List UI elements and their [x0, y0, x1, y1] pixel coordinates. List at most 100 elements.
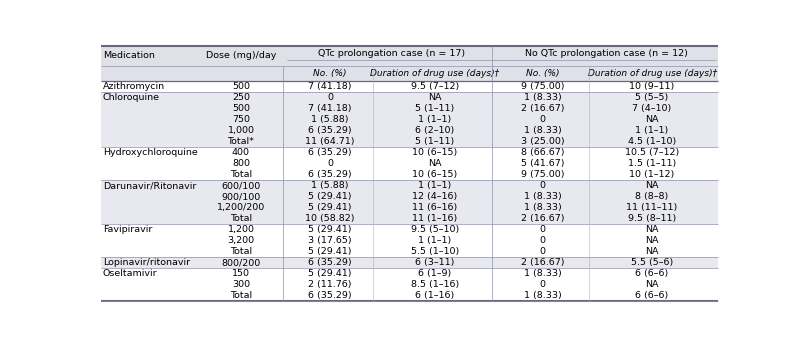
- Text: 0: 0: [539, 236, 546, 245]
- Text: Chloroquine: Chloroquine: [103, 93, 160, 102]
- Text: 600/100: 600/100: [221, 181, 260, 190]
- Text: 1 (8.33): 1 (8.33): [523, 291, 561, 300]
- Text: 0: 0: [539, 225, 546, 234]
- Text: 6 (35.29): 6 (35.29): [308, 126, 352, 135]
- Text: Lopinavir/ritonavir: Lopinavir/ritonavir: [103, 258, 190, 267]
- Text: 6 (6–6): 6 (6–6): [635, 291, 669, 300]
- Text: 1 (8.33): 1 (8.33): [523, 192, 561, 201]
- Text: Total: Total: [230, 247, 252, 256]
- Text: 1 (8.33): 1 (8.33): [523, 126, 561, 135]
- Text: 7 (4–10): 7 (4–10): [633, 104, 672, 113]
- Bar: [101, 257, 718, 268]
- Text: 3,200: 3,200: [228, 236, 255, 245]
- Text: NA: NA: [428, 93, 441, 102]
- Text: 9.5 (8–11): 9.5 (8–11): [628, 214, 676, 223]
- Text: 1,200/200: 1,200/200: [217, 203, 265, 212]
- Text: 3 (25.00): 3 (25.00): [521, 137, 564, 146]
- Text: 11 (64.71): 11 (64.71): [305, 137, 355, 146]
- Text: 5 (41.67): 5 (41.67): [521, 159, 564, 168]
- Text: 10 (9–11): 10 (9–11): [630, 82, 674, 91]
- Text: 1,200: 1,200: [228, 225, 254, 234]
- Text: 1 (8.33): 1 (8.33): [523, 93, 561, 102]
- Text: 0: 0: [327, 159, 333, 168]
- Text: Total: Total: [230, 170, 252, 179]
- Text: 4.5 (1–10): 4.5 (1–10): [628, 137, 676, 146]
- Text: 0: 0: [539, 181, 546, 190]
- Text: Total: Total: [230, 214, 252, 223]
- Text: 6 (1–16): 6 (1–16): [415, 291, 455, 300]
- Text: 8.5 (1–16): 8.5 (1–16): [411, 280, 459, 289]
- Text: 6 (2–10): 6 (2–10): [415, 126, 455, 135]
- Text: 1,000: 1,000: [228, 126, 254, 135]
- Text: No QTc prolongation case (n = 12): No QTc prolongation case (n = 12): [525, 49, 688, 58]
- Text: 5 (29.41): 5 (29.41): [308, 203, 352, 212]
- Text: 6 (1–9): 6 (1–9): [418, 269, 451, 278]
- Text: 7 (41.18): 7 (41.18): [308, 82, 352, 91]
- Text: NA: NA: [428, 159, 441, 168]
- Text: 8 (66.67): 8 (66.67): [521, 148, 564, 157]
- Text: 0: 0: [539, 115, 546, 124]
- Text: QTc prolongation case (n = 17): QTc prolongation case (n = 17): [319, 49, 466, 58]
- Text: 250: 250: [232, 93, 250, 102]
- Text: Duration of drug use (days)†: Duration of drug use (days)†: [370, 69, 499, 78]
- Text: No. (%): No. (%): [526, 69, 559, 78]
- Text: 1 (1–1): 1 (1–1): [418, 236, 451, 245]
- Text: 1 (1–1): 1 (1–1): [635, 126, 669, 135]
- Text: Total*: Total*: [228, 137, 254, 146]
- Text: 6 (35.29): 6 (35.29): [308, 291, 352, 300]
- Text: 1 (1–1): 1 (1–1): [418, 115, 451, 124]
- Text: 10 (6–15): 10 (6–15): [412, 148, 457, 157]
- Bar: [101, 213, 718, 224]
- Text: 10 (6–15): 10 (6–15): [412, 170, 457, 179]
- Text: 5 (1–11): 5 (1–11): [415, 104, 455, 113]
- Text: 0: 0: [327, 93, 333, 102]
- Text: 750: 750: [232, 115, 250, 124]
- Text: Azithromycin: Azithromycin: [103, 82, 165, 91]
- Text: 7 (41.18): 7 (41.18): [308, 104, 352, 113]
- Text: 800: 800: [232, 159, 250, 168]
- Text: 5 (29.41): 5 (29.41): [308, 192, 352, 201]
- Text: NA: NA: [646, 181, 659, 190]
- Text: 11 (1–16): 11 (1–16): [412, 214, 457, 223]
- Text: NA: NA: [646, 225, 659, 234]
- Text: NA: NA: [646, 247, 659, 256]
- Bar: [101, 66, 718, 81]
- Text: 9 (75.00): 9 (75.00): [521, 82, 564, 91]
- Text: 1.5 (1–11): 1.5 (1–11): [628, 159, 676, 168]
- Text: NA: NA: [646, 115, 659, 124]
- Text: 12 (4–16): 12 (4–16): [412, 192, 457, 201]
- Text: 300: 300: [232, 280, 250, 289]
- Text: 5 (29.41): 5 (29.41): [308, 269, 352, 278]
- Text: Darunavir/Ritonavir: Darunavir/Ritonavir: [103, 181, 197, 190]
- Text: No. (%): No. (%): [313, 69, 347, 78]
- Bar: [101, 46, 718, 66]
- Text: 5 (29.41): 5 (29.41): [308, 225, 352, 234]
- Text: 10 (1–12): 10 (1–12): [630, 170, 674, 179]
- Text: NA: NA: [646, 280, 659, 289]
- Text: 5 (29.41): 5 (29.41): [308, 247, 352, 256]
- Text: 9.5 (7–12): 9.5 (7–12): [411, 82, 459, 91]
- Text: 6 (35.29): 6 (35.29): [308, 148, 352, 157]
- Text: 900/100: 900/100: [221, 192, 260, 201]
- Text: 2 (11.76): 2 (11.76): [308, 280, 352, 289]
- Text: Medication: Medication: [103, 51, 155, 60]
- Text: Oseltamivir: Oseltamivir: [103, 269, 157, 278]
- Text: 2 (16.67): 2 (16.67): [521, 104, 564, 113]
- Bar: [101, 114, 718, 125]
- Text: 1 (8.33): 1 (8.33): [523, 203, 561, 212]
- Text: 10 (58.82): 10 (58.82): [305, 214, 355, 223]
- Text: 11 (6–16): 11 (6–16): [412, 203, 457, 212]
- Text: 2 (16.67): 2 (16.67): [521, 258, 564, 267]
- Bar: [101, 180, 718, 191]
- Text: 5 (5–5): 5 (5–5): [635, 93, 669, 102]
- Text: 6 (35.29): 6 (35.29): [308, 258, 352, 267]
- Bar: [101, 125, 718, 136]
- Text: 400: 400: [232, 148, 250, 157]
- Text: 800/200: 800/200: [221, 258, 260, 267]
- Text: 9 (75.00): 9 (75.00): [521, 170, 564, 179]
- Text: 500: 500: [232, 82, 250, 91]
- Text: 1 (8.33): 1 (8.33): [523, 269, 561, 278]
- Text: 150: 150: [232, 269, 250, 278]
- Text: 5.5 (1–10): 5.5 (1–10): [411, 247, 459, 256]
- Text: 0: 0: [539, 280, 546, 289]
